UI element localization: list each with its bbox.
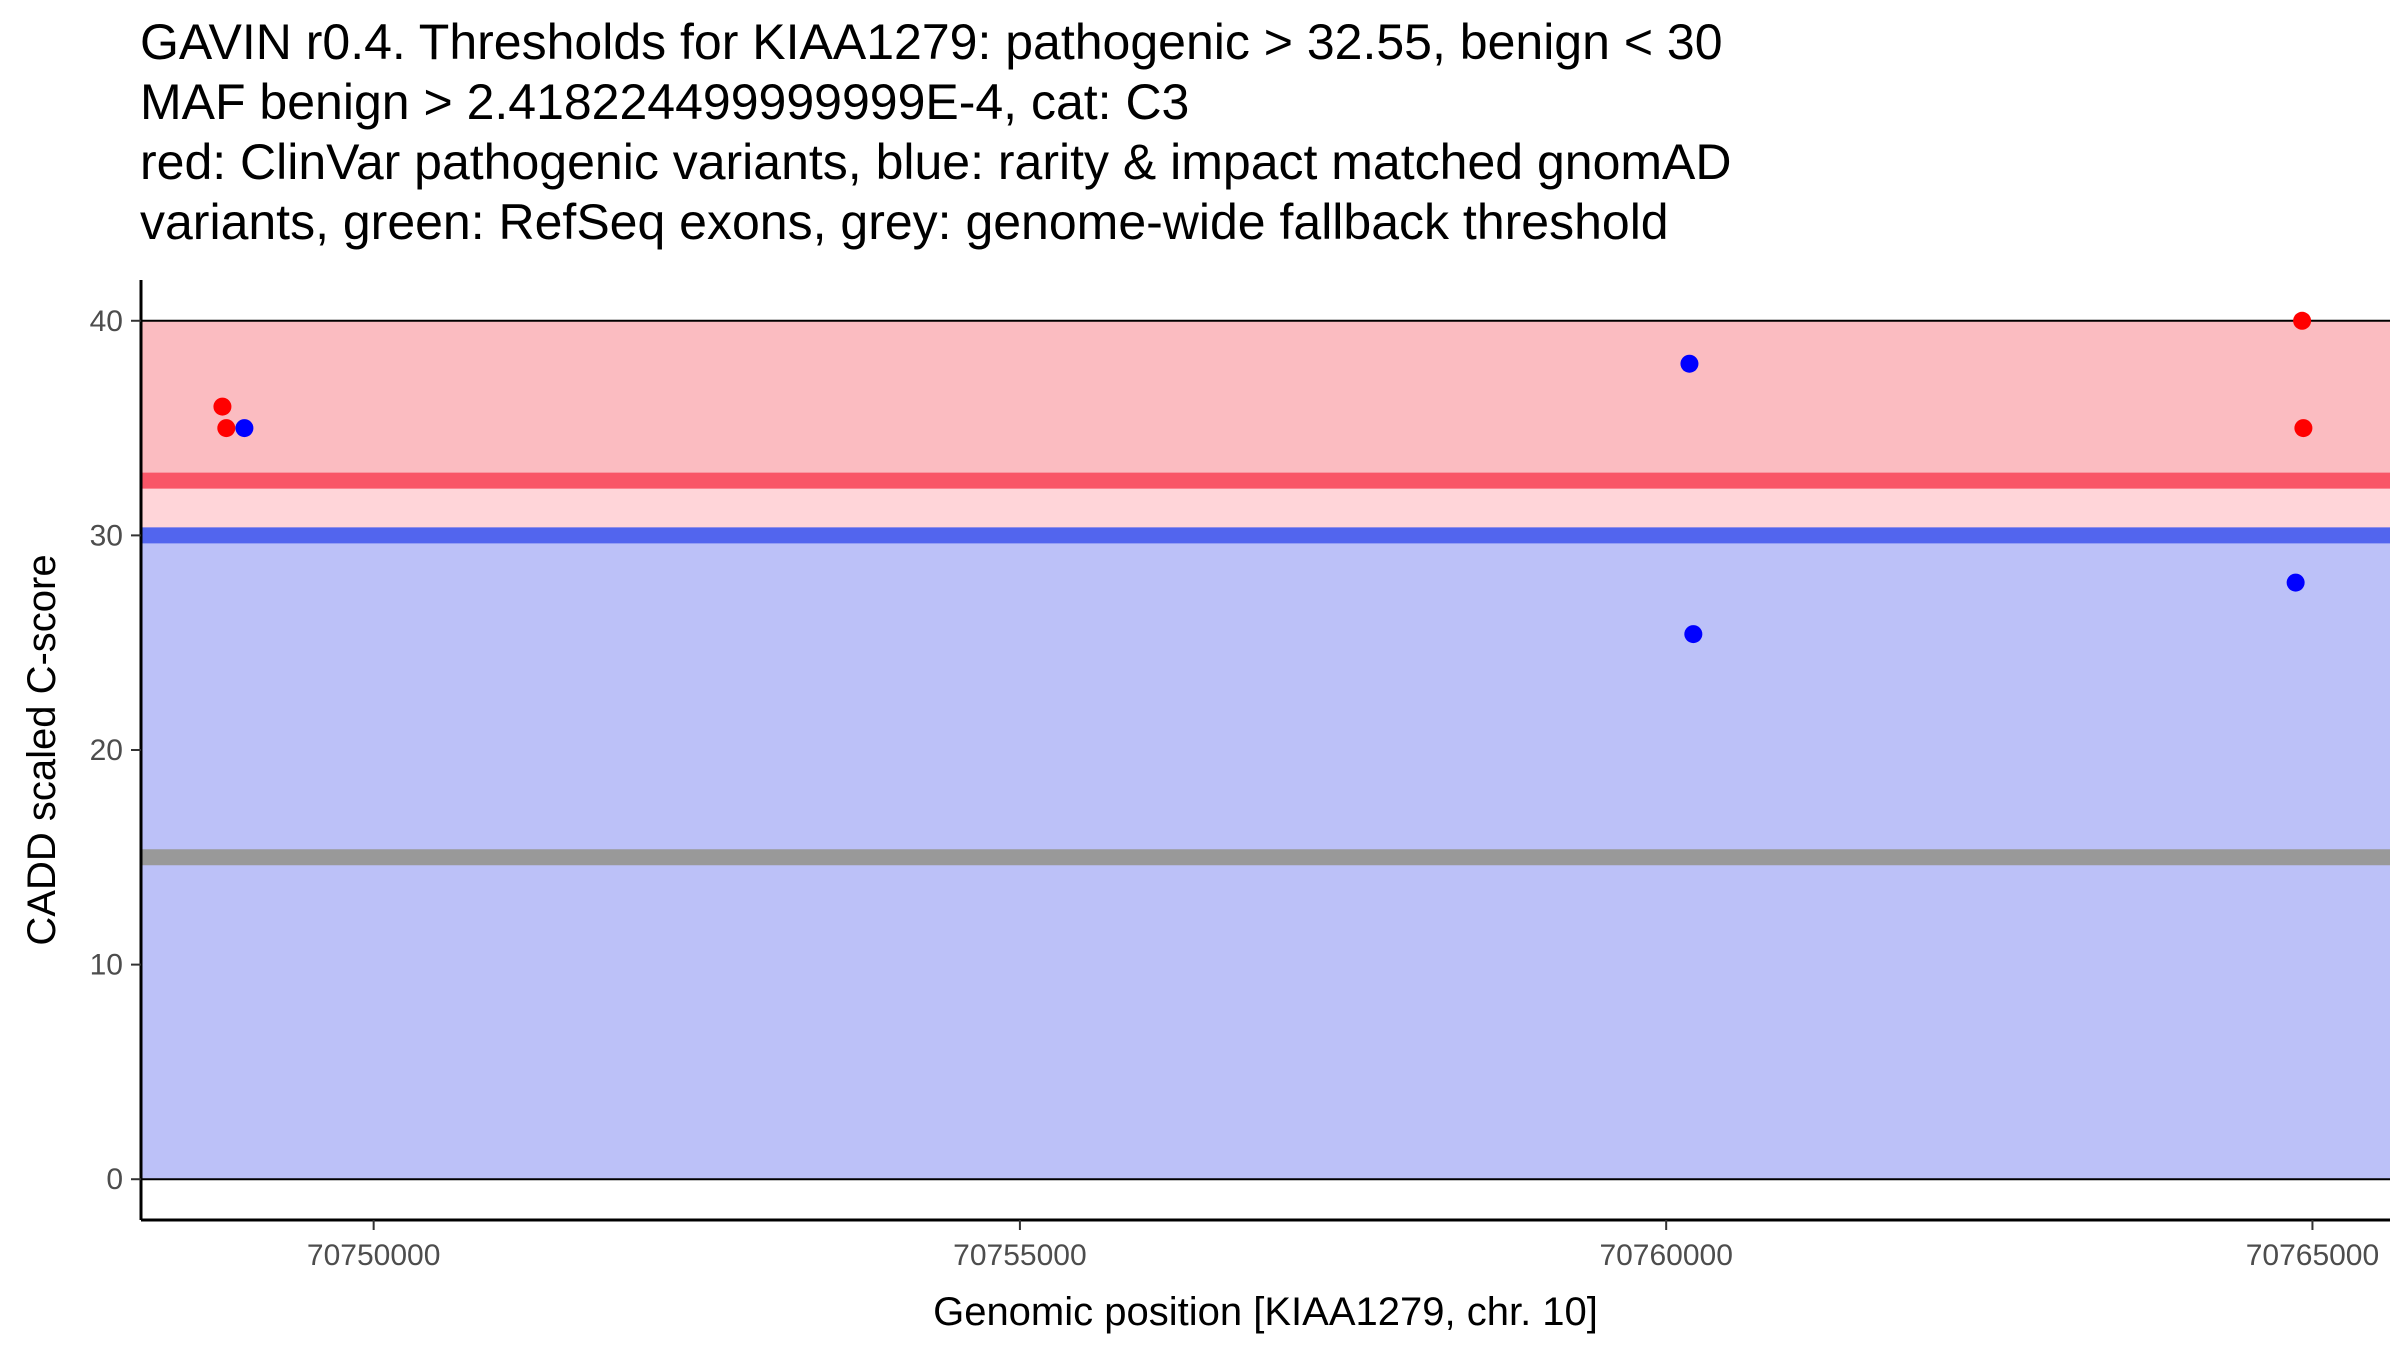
pathogenic-point-3 <box>2294 419 2313 438</box>
x-tick-label-2: 70760000 <box>1599 1239 1732 1272</box>
grey-zone-band <box>141 480 2390 536</box>
y-tick-label-2: 20 <box>90 734 123 767</box>
pathogenic-point-0 <box>213 397 232 416</box>
chart-title: GAVIN r0.4. Thresholds for KIAA1279: pat… <box>140 12 2380 252</box>
data-points <box>213 311 2313 644</box>
y-axis-title: CADD scaled C-score <box>20 554 64 945</box>
y-tick-label-4: 40 <box>90 305 123 338</box>
y-tick-label-3: 30 <box>90 519 123 552</box>
title-line-1: GAVIN r0.4. Thresholds for KIAA1279: pat… <box>140 14 1723 70</box>
title-line-3: red: ClinVar pathogenic variants, blue: … <box>140 134 1732 190</box>
pathogenic-band <box>141 320 2390 481</box>
x-axis-title: Genomic position [KIAA1279, chr. 10] <box>933 1290 1598 1334</box>
benign-point-1 <box>1680 354 1699 373</box>
benign-point-2 <box>1684 625 1703 644</box>
y-tick-label-1: 10 <box>90 949 123 982</box>
benign-point-3 <box>2286 573 2305 592</box>
pathogenic-point-2 <box>2293 311 2312 330</box>
y-tick-label-0: 0 <box>106 1163 123 1196</box>
x-tick-label-1: 70755000 <box>953 1239 1086 1272</box>
x-tick-label-3: 70765000 <box>2246 1239 2379 1272</box>
benign-point-0 <box>235 419 254 438</box>
title-line-4: variants, green: RefSeq exons, grey: gen… <box>140 194 1669 250</box>
x-tick-label-0: 70750000 <box>307 1239 440 1272</box>
threshold-lines <box>141 472 2390 866</box>
pathogenic-point-1 <box>217 419 236 438</box>
threshold-bands <box>141 319 2390 1181</box>
axes: 0 10 20 30 40 70750000 70755000 70760000 7076500… <box>90 280 2390 1272</box>
title-line-2: MAF benign > 2.418224499999999E-4, cat: … <box>140 74 1190 130</box>
